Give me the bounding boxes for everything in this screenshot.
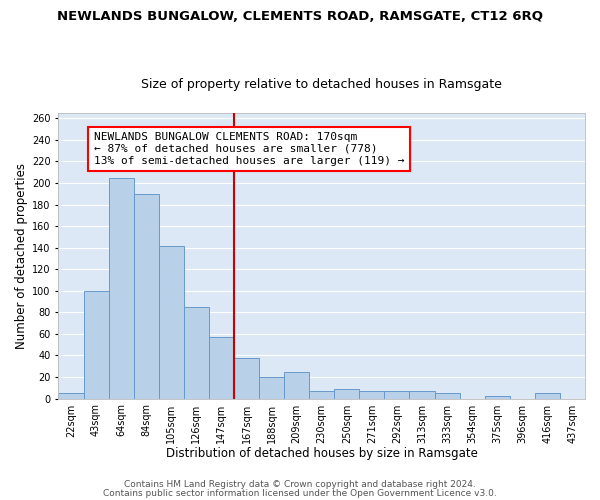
Bar	[83, 291, 109, 399]
Text: NEWLANDS BUNGALOW CLEMENTS ROAD: 170sqm
← 87% of detached houses are smaller (77: NEWLANDS BUNGALOW CLEMENTS ROAD: 170sqm …	[94, 132, 404, 166]
Bar	[209, 337, 234, 398]
Bar	[485, 396, 510, 398]
Bar	[334, 389, 359, 398]
Bar	[109, 178, 134, 398]
Bar	[159, 246, 184, 398]
Bar	[434, 393, 460, 398]
Y-axis label: Number of detached properties: Number of detached properties	[15, 163, 28, 349]
Text: Contains HM Land Registry data © Crown copyright and database right 2024.: Contains HM Land Registry data © Crown c…	[124, 480, 476, 489]
Bar	[184, 307, 209, 398]
Bar	[535, 393, 560, 398]
Bar	[134, 194, 159, 398]
Bar	[259, 377, 284, 398]
Bar	[385, 391, 409, 398]
Text: NEWLANDS BUNGALOW, CLEMENTS ROAD, RAMSGATE, CT12 6RQ: NEWLANDS BUNGALOW, CLEMENTS ROAD, RAMSGA…	[57, 10, 543, 23]
Bar	[359, 391, 385, 398]
Bar	[284, 372, 309, 398]
X-axis label: Distribution of detached houses by size in Ramsgate: Distribution of detached houses by size …	[166, 447, 478, 460]
Bar	[309, 391, 334, 398]
Bar	[234, 358, 259, 399]
Text: Contains public sector information licensed under the Open Government Licence v3: Contains public sector information licen…	[103, 488, 497, 498]
Bar	[409, 391, 434, 398]
Bar	[58, 393, 83, 398]
Title: Size of property relative to detached houses in Ramsgate: Size of property relative to detached ho…	[141, 78, 502, 91]
